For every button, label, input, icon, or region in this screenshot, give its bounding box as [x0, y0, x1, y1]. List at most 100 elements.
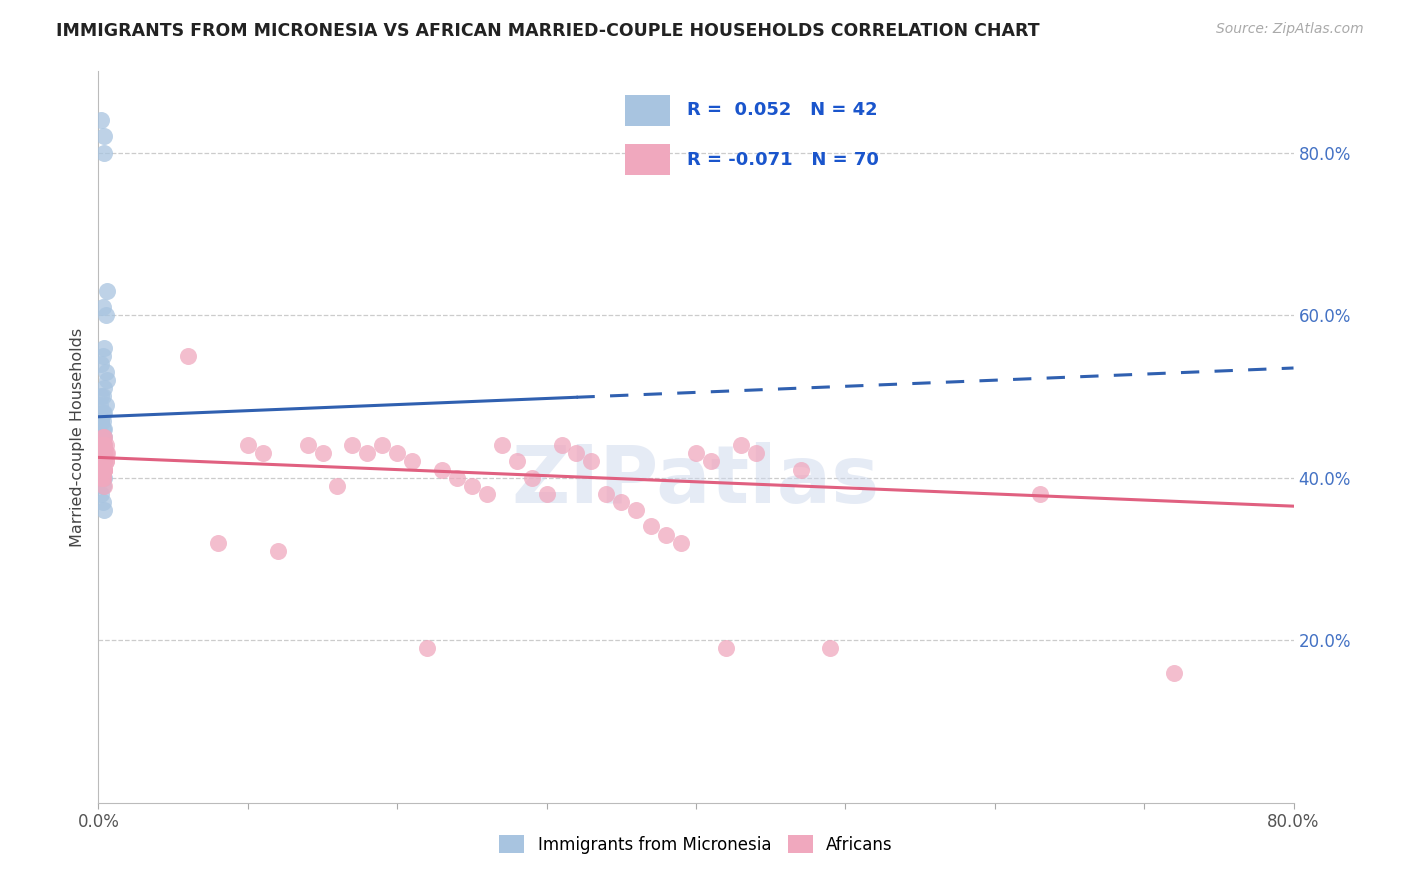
Point: [565, 446, 588, 460]
Point: [207, 535, 229, 549]
Point: [93, 129, 115, 144]
Point: [91, 414, 114, 428]
Text: Source: ZipAtlas.com: Source: ZipAtlas.com: [1216, 22, 1364, 37]
Point: [93, 446, 115, 460]
Point: [91, 430, 114, 444]
Point: [91, 462, 114, 476]
Point: [93, 406, 115, 420]
Point: [91, 389, 114, 403]
Point: [416, 641, 439, 656]
Point: [91, 438, 114, 452]
Point: [550, 438, 572, 452]
Point: [820, 641, 842, 656]
Point: [475, 487, 498, 501]
Point: [94, 446, 117, 460]
Point: [91, 479, 114, 493]
Point: [93, 471, 115, 485]
Point: [93, 462, 115, 476]
Point: [94, 454, 117, 468]
Point: [93, 462, 115, 476]
Text: IMMIGRANTS FROM MICRONESIA VS AFRICAN MARRIED-COUPLE HOUSEHOLDS CORRELATION CHAR: IMMIGRANTS FROM MICRONESIA VS AFRICAN MA…: [56, 22, 1040, 40]
Point: [91, 495, 114, 509]
Point: [252, 446, 274, 460]
Point: [91, 446, 114, 460]
Point: [595, 487, 617, 501]
Point: [93, 381, 115, 395]
Point: [326, 479, 349, 493]
Y-axis label: Married-couple Households: Married-couple Households: [69, 327, 84, 547]
Point: [90, 389, 112, 403]
Point: [730, 438, 752, 452]
Point: [93, 446, 115, 460]
Point: [90, 487, 112, 501]
Point: [96, 446, 118, 460]
Point: [96, 373, 118, 387]
Point: [91, 446, 114, 460]
Point: [91, 430, 114, 444]
Point: [93, 454, 115, 468]
Point: [714, 641, 737, 656]
Point: [93, 462, 115, 476]
Point: [89, 398, 111, 412]
Point: [90, 471, 112, 485]
Point: [93, 446, 115, 460]
Point: [446, 471, 468, 485]
Point: [90, 357, 112, 371]
Point: [94, 398, 117, 412]
Point: [93, 438, 115, 452]
Point: [91, 300, 114, 314]
Point: [90, 446, 112, 460]
Point: [356, 446, 378, 460]
Point: [93, 430, 115, 444]
Point: [94, 365, 117, 379]
Point: [91, 446, 114, 460]
Point: [93, 438, 115, 452]
Point: [91, 438, 114, 452]
Point: [89, 414, 111, 428]
Point: [90, 462, 112, 476]
Point: [1163, 665, 1185, 680]
Text: ZIPatlas: ZIPatlas: [512, 442, 880, 520]
Point: [93, 462, 115, 476]
Point: [342, 438, 364, 452]
Point: [669, 535, 692, 549]
Point: [91, 471, 114, 485]
Point: [311, 446, 333, 460]
Point: [789, 462, 811, 476]
Point: [90, 446, 112, 460]
Point: [610, 495, 633, 509]
Point: [94, 454, 117, 468]
Point: [94, 308, 117, 322]
Point: [581, 454, 603, 468]
Point: [93, 503, 115, 517]
Point: [91, 471, 114, 485]
Point: [640, 519, 662, 533]
Point: [385, 446, 409, 460]
Point: [491, 438, 513, 452]
Point: [177, 349, 200, 363]
Point: [91, 454, 114, 468]
Point: [536, 487, 558, 501]
Point: [93, 341, 115, 355]
Point: [93, 479, 115, 493]
Point: [626, 503, 648, 517]
Bar: [626, 145, 671, 175]
Point: [267, 544, 290, 558]
Point: [745, 446, 768, 460]
Point: [236, 438, 259, 452]
Legend: Immigrants from Micronesia, Africans: Immigrants from Micronesia, Africans: [492, 829, 900, 860]
Text: R = -0.071   N = 70: R = -0.071 N = 70: [688, 151, 879, 169]
Point: [401, 454, 423, 468]
Point: [93, 454, 115, 468]
Point: [91, 471, 114, 485]
Point: [91, 349, 114, 363]
Point: [430, 462, 453, 476]
Point: [96, 284, 118, 298]
Point: [90, 113, 112, 128]
Point: [297, 438, 319, 452]
Point: [685, 446, 707, 460]
Point: [91, 406, 114, 420]
Text: R =  0.052   N = 42: R = 0.052 N = 42: [688, 102, 877, 120]
Point: [91, 454, 114, 468]
Bar: [626, 95, 671, 126]
